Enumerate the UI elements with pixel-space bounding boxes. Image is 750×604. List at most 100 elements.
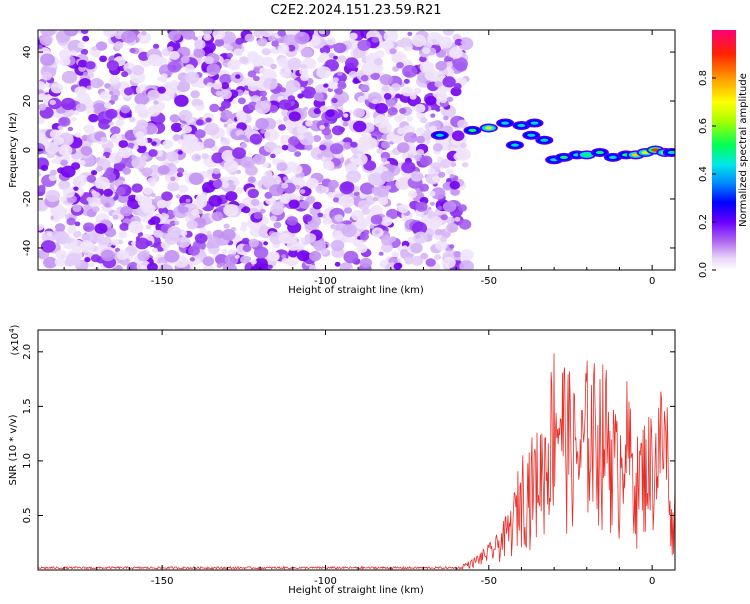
noise-blob (309, 251, 322, 262)
noise-blob (123, 87, 134, 96)
noise-blob (73, 110, 80, 116)
noise-blob (202, 30, 213, 36)
noise-blob (119, 222, 130, 231)
noise-blob (317, 212, 324, 218)
noise-blob (253, 246, 269, 259)
noise-blob (440, 236, 448, 243)
noise-blob (233, 48, 243, 57)
noise-blob (325, 37, 336, 46)
noise-blob (359, 232, 369, 241)
noise-blob (65, 252, 81, 266)
noise-blob (177, 150, 183, 155)
noise-blob (40, 164, 49, 171)
snr-panel: -150 -100 -50 0 0.5 1.0 1.5 2.0 Height of strai… (8, 324, 676, 596)
noise-blob (359, 182, 375, 195)
noise-blob (54, 223, 66, 232)
noise-blob (131, 155, 137, 160)
x-tick-label: -50 (481, 576, 497, 587)
x-tick-label: 0 (649, 576, 655, 587)
noise-blob (332, 77, 339, 83)
noise-blob (190, 90, 200, 99)
noise-blob (223, 123, 229, 128)
noise-blob (191, 153, 202, 162)
noise-blob (391, 108, 397, 113)
noise-blob (248, 238, 259, 248)
noise-blob (373, 57, 383, 66)
noise-blob (305, 120, 313, 127)
noise-blob (214, 38, 225, 47)
noise-blob (58, 180, 71, 190)
noise-blob (236, 169, 242, 175)
noise-blob (369, 224, 375, 229)
noise-blob (260, 129, 266, 134)
noise-blob (212, 30, 226, 40)
colorbar-tick-label: 0.6 (698, 118, 709, 134)
noise-blob (381, 85, 390, 92)
noise-blob (453, 251, 462, 258)
noise-blob (259, 90, 267, 97)
noise-blob (100, 249, 115, 262)
noise-blob (264, 128, 279, 142)
noise-blob (285, 79, 301, 93)
noise-blob (424, 69, 439, 81)
noise-blob (303, 106, 308, 111)
noise-blob (345, 57, 359, 69)
noise-blob (410, 171, 424, 182)
noise-blob (138, 51, 150, 61)
noise-blob (38, 103, 47, 111)
noise-blob (103, 30, 118, 38)
noise-blob (273, 221, 282, 229)
noise-blob (85, 61, 96, 70)
noise-blob (164, 249, 180, 263)
noise-blob (453, 83, 462, 90)
noise-blob (446, 96, 454, 102)
noise-blob (420, 252, 429, 260)
noise-blob (270, 63, 277, 70)
noise-blob (58, 116, 71, 127)
noise-blob (162, 140, 173, 149)
noise-blob (99, 55, 108, 63)
y-tick-label: 1.5 (22, 398, 33, 414)
noise-blob (235, 74, 241, 79)
noise-blob (403, 132, 418, 144)
noise-blob (72, 204, 82, 213)
noise-blob (46, 232, 53, 237)
noise-blob (170, 80, 180, 87)
noise-blob (437, 205, 443, 211)
noise-blob (206, 82, 214, 88)
noise-blob (63, 30, 79, 37)
noise-blob (169, 50, 180, 60)
noise-blob (263, 170, 273, 178)
noise-blob (403, 78, 410, 84)
noise-blob (73, 186, 79, 191)
noise-blob (281, 254, 287, 259)
noise-blob (75, 103, 87, 112)
noise-blob (348, 70, 358, 79)
noise-blob (54, 257, 66, 267)
noise-blob (426, 215, 443, 229)
noise-blob (51, 206, 67, 220)
noise-blob (391, 251, 400, 258)
noise-blob (342, 121, 349, 127)
y-tick-label: 0 (22, 147, 33, 153)
noise-blob (262, 56, 275, 67)
noise-blob (402, 65, 418, 78)
noise-blob (291, 164, 303, 175)
noise-blob (410, 242, 423, 254)
noise-blob (86, 174, 97, 183)
noise-blob (253, 211, 263, 220)
snr-multiplier-close: ) (10, 324, 21, 328)
noise-blob (58, 144, 73, 157)
noise-blob (375, 103, 388, 114)
noise-blob (91, 46, 98, 51)
noise-blob (114, 41, 124, 50)
trace-core (582, 153, 591, 157)
noise-blob (288, 111, 301, 122)
noise-blob (263, 241, 268, 246)
noise-blob (250, 198, 260, 207)
noise-blob (38, 223, 44, 231)
noise-blob (78, 59, 88, 68)
noise-blob (157, 86, 166, 94)
noise-blob (381, 242, 393, 253)
